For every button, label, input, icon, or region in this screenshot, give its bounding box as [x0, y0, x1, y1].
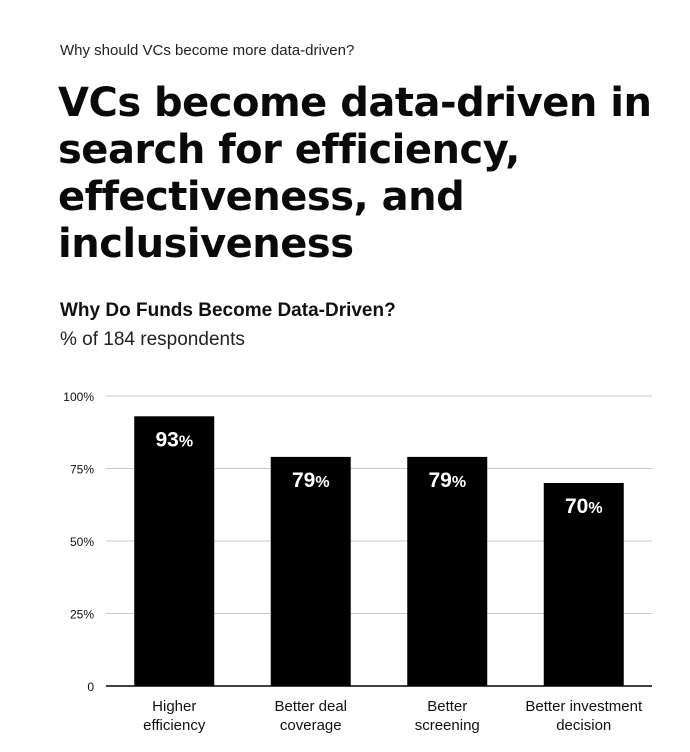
x-category-label: Better	[427, 698, 467, 715]
bar	[134, 416, 215, 686]
bar	[270, 456, 351, 686]
x-category-label: efficiency	[143, 717, 206, 734]
x-category-label: Better deal	[274, 698, 347, 715]
y-tick-label: 75%	[70, 463, 94, 477]
x-category-label: coverage	[280, 717, 342, 734]
y-tick-label: 25%	[70, 608, 94, 622]
bar	[543, 483, 624, 686]
y-tick-label: 0	[87, 680, 94, 694]
y-tick-label: 50%	[70, 535, 94, 549]
bar	[407, 456, 488, 686]
chart-subtitle: % of 184 respondents	[60, 329, 245, 350]
bar-value-label: 93%	[155, 428, 193, 451]
y-tick-label: 100%	[63, 390, 94, 404]
bar-chart: 0 25% 50% 75% 100% 93% Higher efficiency 79% Bett…	[63, 390, 652, 734]
x-category-label: decision	[556, 717, 611, 734]
chart-kicker: Why should VCs become more data-driven?	[60, 42, 355, 59]
bar-value-label: 70%	[565, 495, 603, 518]
x-category-label: Better investment	[525, 698, 643, 715]
bar-value-label: 79%	[292, 469, 330, 492]
bar-value-label: 79%	[428, 469, 466, 492]
x-category-label: Higher	[152, 698, 196, 715]
x-category-label: screening	[415, 717, 480, 734]
page-headline: VCs become data-driven in search for eff…	[58, 80, 652, 267]
chart-title: Why Do Funds Become Data-Driven?	[60, 300, 396, 321]
